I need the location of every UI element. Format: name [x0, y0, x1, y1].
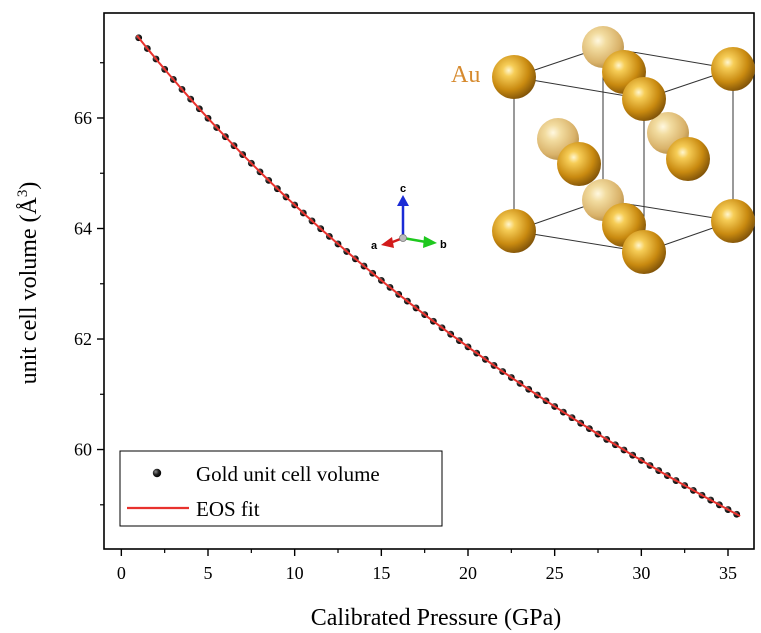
x-tick-label: 20 [459, 563, 477, 583]
gold-atom [557, 142, 601, 186]
y-tick-label: 64 [74, 219, 92, 239]
gold-atom [492, 209, 536, 253]
orientation-triad: c a b [371, 183, 447, 252]
y-axis-title-close: ) [16, 182, 42, 190]
y-axis-title-main: unit cell volume ( [16, 214, 42, 384]
y-tick-label: 62 [74, 329, 92, 349]
plot-frame [103, 12, 755, 550]
x-tick-label: 10 [286, 563, 304, 583]
gold-atoms [492, 26, 755, 274]
x-tick-label: 30 [632, 563, 650, 583]
legend-label-line: EOS fit [196, 497, 260, 521]
gold-atom [622, 230, 666, 274]
legend-box [119, 450, 443, 527]
x-axis-ticks: 0 5 10 15 20 25 30 35 [117, 549, 737, 583]
x-tick-label: 0 [117, 563, 126, 583]
legend-marker-points [152, 468, 162, 478]
y-axis-title: unit cell volume (Å3) [15, 182, 42, 385]
gold-atom [666, 137, 710, 181]
x-axis-title: Calibrated Pressure (GPa) [311, 605, 562, 631]
gold-atom [711, 47, 755, 91]
b-axis-arrowhead [423, 236, 437, 248]
gold-atom [492, 55, 536, 99]
gold-atom [711, 199, 755, 243]
x-tick-label: 5 [204, 563, 213, 583]
y-axis-title-superscript: 3 [15, 190, 31, 198]
y-axis-title-unit: Å [16, 196, 42, 214]
y-axis-ticks: 60 62 64 66 [74, 62, 104, 506]
gold-atom [622, 77, 666, 121]
element-label: Au [451, 62, 480, 88]
x-tick-label: 25 [546, 563, 564, 583]
b-axis-label: b [440, 239, 447, 251]
x-tick-label: 15 [372, 563, 390, 583]
legend-label-points: Gold unit cell volume [196, 462, 380, 486]
triad-origin [399, 234, 407, 242]
a-axis-label: a [371, 240, 378, 252]
y-tick-label: 60 [74, 440, 92, 460]
eos-fit-line [136, 34, 741, 517]
legend: Gold unit cell volume EOS fit [119, 450, 443, 527]
y-tick-label: 66 [74, 108, 92, 128]
c-axis-label: c [400, 183, 406, 195]
c-axis-arrowhead [397, 195, 409, 206]
a-axis-arrowhead [381, 237, 394, 248]
x-tick-label: 35 [719, 563, 737, 583]
